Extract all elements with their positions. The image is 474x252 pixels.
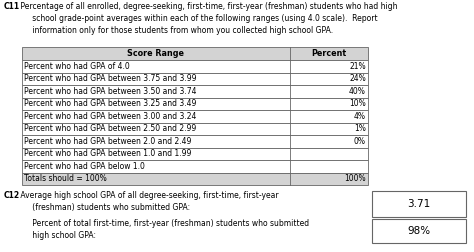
Text: 1%: 1% [354,124,366,133]
Bar [372,219,466,243]
Text: Percent: Percent [311,49,346,58]
Bar [22,173,368,185]
Text: Percent who had GPA between 3.25 and 3.49: Percent who had GPA between 3.25 and 3.4… [24,99,196,108]
Text: Score Range: Score Range [128,49,184,58]
Text: Percent who had GPA of 4.0: Percent who had GPA of 4.0 [24,62,130,71]
Text: Percent who had GPA between 3.00 and 3.24: Percent who had GPA between 3.00 and 3.2… [24,112,196,121]
Text: Average high school GPA of all degree-seeking, first-time, first-year
      (fre: Average high school GPA of all degree-se… [18,191,279,212]
Bar [372,191,466,217]
Text: C11: C11 [4,2,20,11]
Bar [22,60,368,73]
Text: 98%: 98% [408,226,430,236]
Text: Percent of total first-time, first-year (freshman) students who submitted
      : Percent of total first-time, first-year … [18,219,309,240]
Text: 100%: 100% [345,174,366,183]
Bar [22,110,368,122]
Text: 4%: 4% [354,112,366,121]
Text: Percent who had GPA between 1.0 and 1.99: Percent who had GPA between 1.0 and 1.99 [24,149,191,158]
Text: 21%: 21% [349,62,366,71]
Text: 0%: 0% [354,137,366,146]
Text: Percent who had GPA below 1.0: Percent who had GPA below 1.0 [24,162,145,171]
Bar [22,85,368,98]
Bar [22,98,368,110]
Text: Percent who had GPA between 2.0 and 2.49: Percent who had GPA between 2.0 and 2.49 [24,137,191,146]
Text: 24%: 24% [349,74,366,83]
Text: 40%: 40% [349,87,366,96]
Text: Percent who had GPA between 3.75 and 3.99: Percent who had GPA between 3.75 and 3.9… [24,74,197,83]
Text: Percent who had GPA between 2.50 and 2.99: Percent who had GPA between 2.50 and 2.9… [24,124,196,133]
Text: Percent who had GPA between 3.50 and 3.74: Percent who had GPA between 3.50 and 3.7… [24,87,197,96]
Text: Percentage of all enrolled, degree-seeking, first-time, first-year (freshman) st: Percentage of all enrolled, degree-seeki… [18,2,398,35]
Bar [22,122,368,135]
Bar [22,147,368,160]
Bar [22,73,368,85]
Text: C12: C12 [4,191,20,200]
Text: Totals should = 100%: Totals should = 100% [24,174,107,183]
Text: 3.71: 3.71 [407,199,430,209]
Bar [22,135,368,147]
Text: 10%: 10% [349,99,366,108]
Bar [22,47,368,60]
Bar [22,160,368,173]
